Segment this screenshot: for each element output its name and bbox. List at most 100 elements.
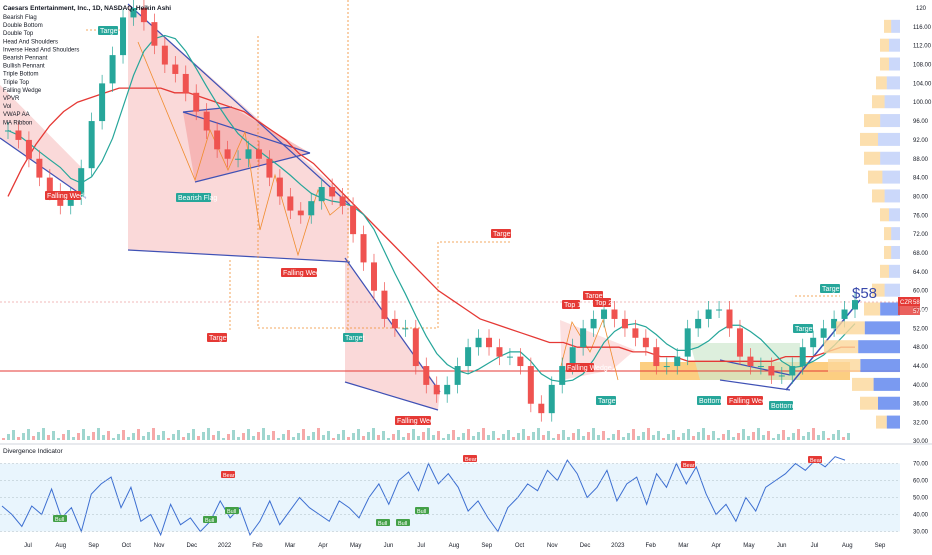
indicator-item[interactable]: Triple Bottom <box>3 72 38 78</box>
volume-bar <box>502 434 505 440</box>
volume-bar <box>732 437 735 440</box>
volume-bar <box>307 436 310 440</box>
indicator-item[interactable]: MA Ribbon <box>3 120 32 126</box>
bull-marker: Bull <box>55 517 64 523</box>
volume-profile-bin <box>860 359 900 373</box>
volume-bar <box>112 438 115 440</box>
volume-bar <box>257 432 260 440</box>
volume-bar <box>192 429 195 440</box>
falling-wedge-label: Falling Wedge <box>397 418 442 425</box>
volume-bar <box>167 438 170 440</box>
candle-body <box>360 234 367 263</box>
candle-body <box>193 92 200 112</box>
volume-bar <box>712 431 715 440</box>
candle-body <box>370 262 377 291</box>
candle-body <box>381 290 388 319</box>
price-tick: 56.00 <box>913 308 929 314</box>
candle-body <box>831 318 838 329</box>
volume-bar <box>77 433 80 440</box>
price-tick: 76.00 <box>913 213 929 219</box>
volume-bar <box>247 429 250 440</box>
indicator-item[interactable]: VPVR <box>3 96 20 102</box>
time-tick: Aug <box>55 543 66 549</box>
indicator-item[interactable]: Head And Shoulders <box>3 39 58 45</box>
bear-marker: Bear <box>223 473 235 479</box>
double-top-zigzag <box>559 318 619 381</box>
indicator-item[interactable]: Triple Top <box>3 80 30 86</box>
bull-marker: Bull <box>205 518 214 524</box>
target-label: Target <box>209 335 229 342</box>
target-projection <box>257 36 512 329</box>
candle-body <box>151 22 158 46</box>
candle-body <box>15 130 22 140</box>
volume-bar <box>212 435 215 440</box>
time-tick: Oct <box>515 543 525 549</box>
volume-bar <box>277 438 280 440</box>
volume-bar <box>702 428 705 440</box>
price-tick: 48.00 <box>913 345 929 351</box>
volume-bar <box>677 437 680 440</box>
candle-body <box>757 366 764 368</box>
volume-bar <box>17 437 20 440</box>
candle-body <box>412 328 419 367</box>
falling-wedge-label-bg <box>395 416 431 425</box>
sub-pane-title: Divergence Indicator <box>3 448 63 455</box>
candle-body <box>5 130 11 132</box>
volume-bar <box>387 438 390 440</box>
volume-bar <box>227 434 230 440</box>
volume-bar <box>47 435 50 440</box>
indicator-item[interactable]: VWAP AA <box>3 112 30 118</box>
indicator-item[interactable]: Double Bottom <box>3 23 43 29</box>
price-tick: 112.00 <box>913 44 932 50</box>
time-tick: Sep <box>875 543 886 549</box>
indicator-item[interactable]: Bearish Pennant <box>3 56 48 62</box>
candle-body <box>642 337 649 348</box>
volume-profile-bin <box>836 321 865 335</box>
target-label-bg <box>820 284 840 293</box>
indicator-item[interactable]: Vol <box>3 104 11 110</box>
bull-marker-bg <box>415 507 429 514</box>
target-label-bg <box>596 396 616 405</box>
time-axis[interactable]: Jul Aug Sep Oct Nov Dec 2022 Feb Mar Apr May Jun Jul… <box>24 543 886 549</box>
bear-marker: Bear <box>683 463 695 469</box>
time-tick: Jul <box>417 543 425 549</box>
candle-body <box>46 177 53 192</box>
volume-bar <box>517 433 520 440</box>
price-axis[interactable]: 32.00 36.00 40.00 44.00 48.00 52.00 56.00 60.00… <box>913 6 932 445</box>
falling-wedge-label-bg <box>45 191 81 200</box>
indicator-item[interactable]: Bullish Pennant <box>3 64 45 70</box>
candle-body <box>245 149 252 159</box>
volume-bar <box>717 438 720 440</box>
indicator-item[interactable]: Double Top <box>3 31 34 37</box>
target-label-bg <box>343 333 363 342</box>
indicator-item[interactable]: Inverse Head And Shoulders <box>3 47 79 53</box>
osc-tick: 30.00 <box>913 530 929 536</box>
volume-bar <box>87 436 90 440</box>
volume-profile-bin <box>864 151 881 165</box>
volume-bar <box>267 435 270 440</box>
volume-bar <box>737 433 740 440</box>
volume-bar <box>582 436 585 440</box>
volume-bar <box>537 428 540 440</box>
time-tick: Sep <box>88 543 99 549</box>
volume-bar <box>652 435 655 440</box>
volume-profile-bin <box>880 264 889 278</box>
volume-bar <box>127 437 130 440</box>
candle-body <box>444 384 451 395</box>
volume-bar <box>177 430 180 440</box>
indicator-list[interactable]: Bearish Flag Double Bottom Double Top Head … <box>3 15 79 126</box>
volume-profile-bin <box>884 283 900 297</box>
bear-marker: Bear <box>465 457 477 463</box>
volume-bar <box>742 429 745 440</box>
volume-bar <box>697 432 700 440</box>
indicator-item[interactable]: Bearish Flag <box>3 15 37 21</box>
bear-marker-bg <box>681 461 695 468</box>
candle-body <box>120 17 127 56</box>
volume-profile-bin <box>884 227 892 241</box>
volume-profile-bin <box>868 170 883 184</box>
volume-bar <box>82 429 85 440</box>
candle-body <box>433 384 440 395</box>
indicator-item[interactable]: Falling Wedge <box>3 88 42 94</box>
target-label-bg <box>491 229 511 238</box>
